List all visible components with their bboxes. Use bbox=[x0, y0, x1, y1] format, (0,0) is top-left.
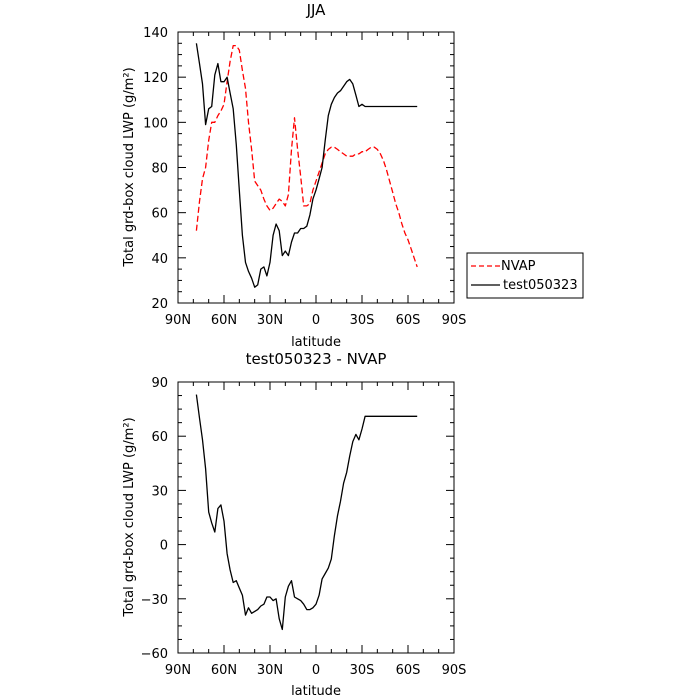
panel-top-ytick-label: 120 bbox=[143, 71, 168, 86]
legend-label-test: test050323 bbox=[503, 278, 578, 293]
panel-top-title: JJA bbox=[306, 1, 327, 19]
panel-bottom-frame bbox=[177, 381, 455, 654]
panel-bottom-xtick-label: 30N bbox=[257, 663, 283, 678]
panel-bottom-ylabel: Total grd-box cloud LWP (g/m²) bbox=[122, 417, 137, 617]
panel-top-ylabel: Total grd-box cloud LWP (g/m²) bbox=[122, 67, 137, 267]
panel-top-ytick-label: 60 bbox=[151, 207, 168, 222]
legend-box bbox=[466, 252, 584, 299]
panel-top-xtick-label: 90N bbox=[165, 313, 191, 328]
panel-bottom-series-difference-line bbox=[195, 394, 418, 631]
panel-top-xtick-label: 60S bbox=[396, 313, 421, 328]
panel-top-xtick-label: 0 bbox=[312, 313, 320, 328]
panel-bottom-ytick-label: 60 bbox=[151, 430, 168, 445]
panel-bottom-xtick-label: 60S bbox=[396, 663, 421, 678]
panel-top-xtick-label: 90S bbox=[442, 313, 467, 328]
panel-bottom-xlabel: latitude bbox=[291, 684, 341, 699]
panel-bottom-ytick-label: 90 bbox=[151, 376, 168, 391]
panel-bottom-xtick-label: 90S bbox=[442, 663, 467, 678]
panel-top-ytick-label: 140 bbox=[143, 26, 168, 41]
legend: NVAP test050323 bbox=[466, 252, 584, 299]
panel-top-xtick-label: 30S bbox=[350, 313, 375, 328]
panel-bottom-ytick-label: −30 bbox=[141, 593, 168, 608]
panel-bottom-xtick-label: 30S bbox=[350, 663, 375, 678]
panel-top-ytick-label: 80 bbox=[151, 162, 168, 177]
panel-bottom-ytick-label: −60 bbox=[141, 647, 168, 662]
panel-bottom-xtick-label: 60N bbox=[211, 663, 237, 678]
panel-bottom-xtick-label: 90N bbox=[165, 663, 191, 678]
panel-top-ytick-label: 20 bbox=[151, 297, 168, 312]
panel-top-xtick-label: 30N bbox=[257, 313, 283, 328]
panel-top-xtick-label: 60N bbox=[211, 313, 237, 328]
panel-top: JJA 90N 60N 30N 0 30S 60S 90S 20 40 60 80 100 120 14… bbox=[122, 1, 584, 350]
panel-top-ytick-label: 40 bbox=[151, 252, 168, 267]
panel-bottom-ytick-label: 30 bbox=[151, 484, 168, 499]
legend-label-nvap: NVAP bbox=[501, 259, 536, 274]
panel-bottom: test050323 - NVAP 90N 60N 30N 0 30S 60S 90S −6… bbox=[122, 350, 466, 699]
panel-top-series-test050323-line bbox=[195, 43, 418, 288]
panel-bottom-title: test050323 - NVAP bbox=[246, 350, 387, 368]
panel-top-ytick-label: 100 bbox=[143, 116, 168, 131]
panel-top-xlabel: latitude bbox=[291, 335, 341, 350]
panel-bottom-ytick-label: 0 bbox=[160, 539, 168, 554]
panel-top-series-nvap-line bbox=[195, 44, 418, 268]
panel-bottom-xtick-label: 0 bbox=[312, 663, 320, 678]
